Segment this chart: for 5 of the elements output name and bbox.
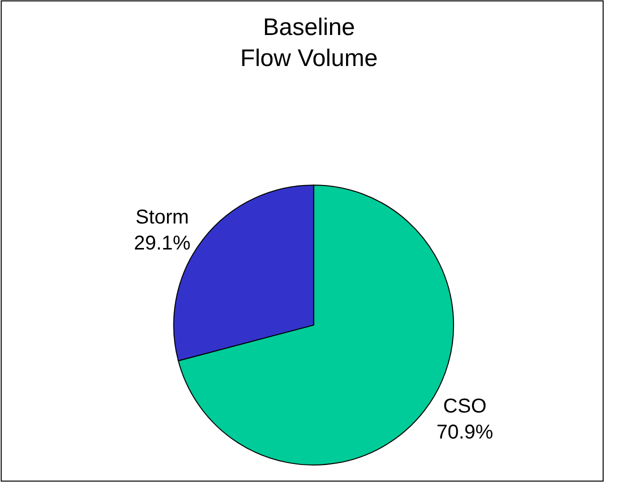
chart-title: Baseline Flow Volume (240, 14, 378, 72)
slice-label: Storm (136, 206, 189, 229)
data-label: 29.1% (134, 232, 191, 255)
data-label: 70.9% (436, 421, 494, 444)
slice-label: CSO (443, 395, 487, 418)
